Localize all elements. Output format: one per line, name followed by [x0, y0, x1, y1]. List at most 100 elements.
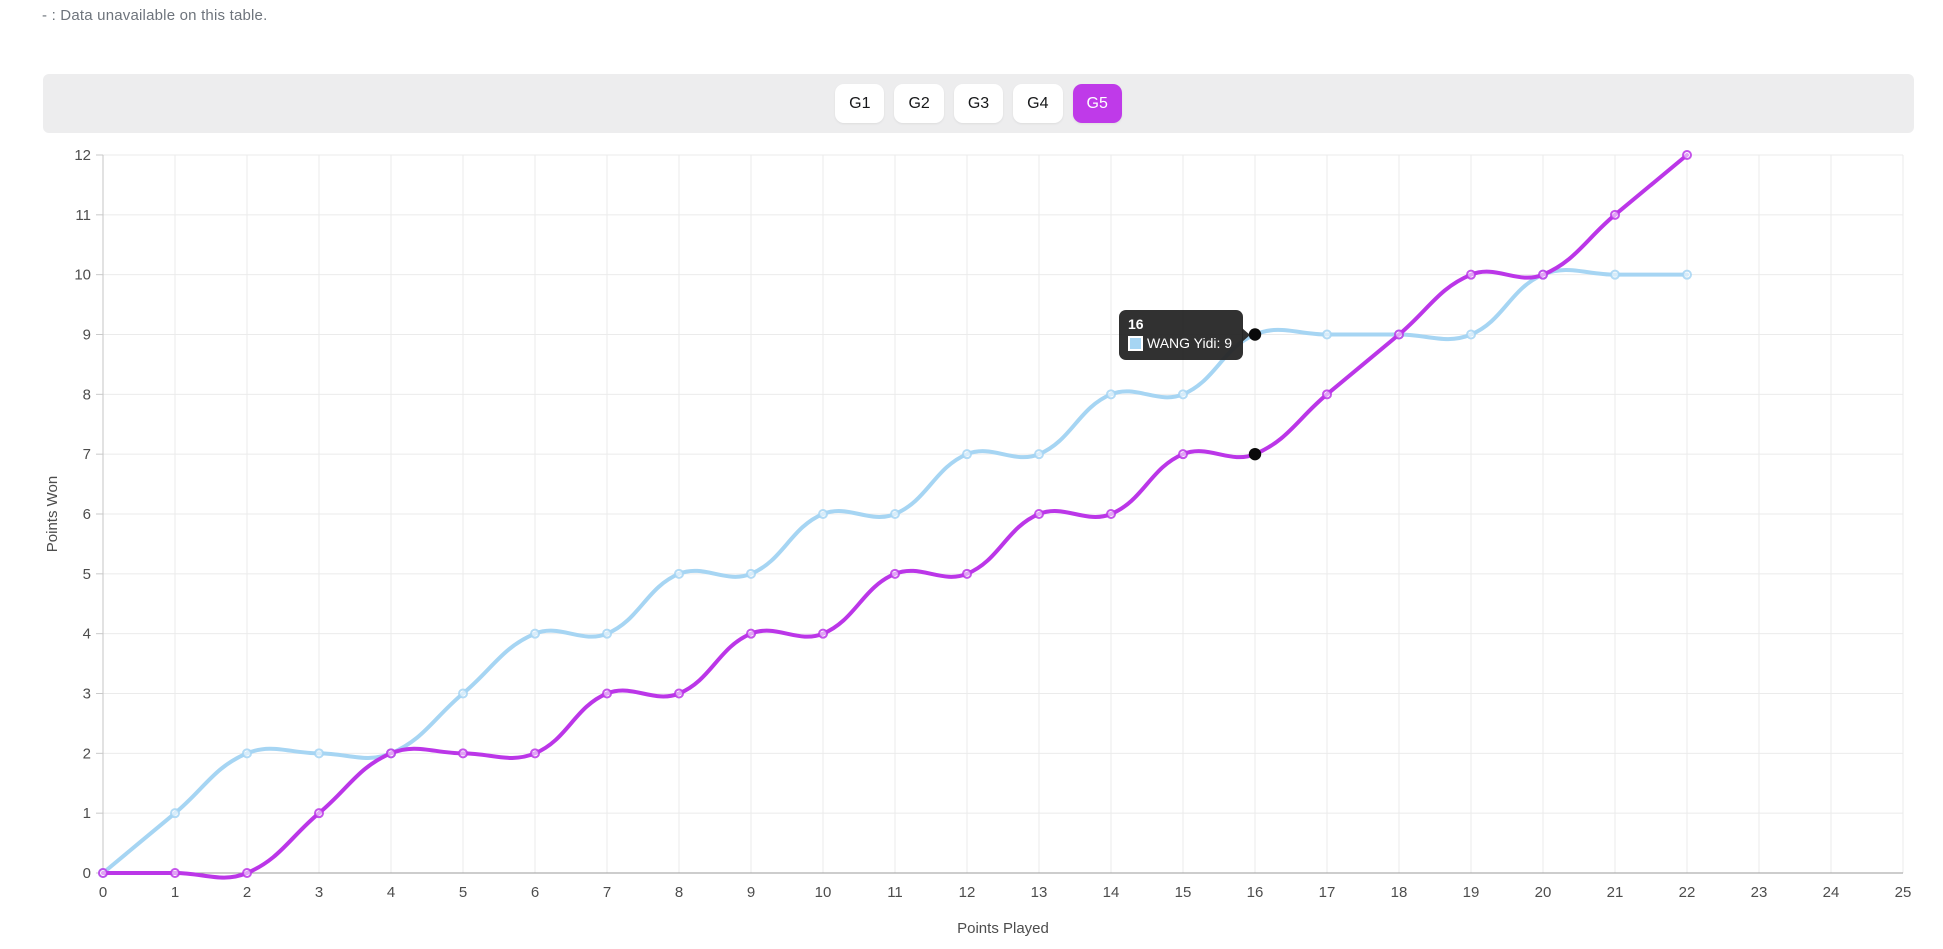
chart-tick-labels: 0 1 2 3 4 5 6 7 8 9 10 11 12 13 14 15 16 17 18 19 20 21 22 23 24…	[44, 147, 1911, 937]
svg-text:7: 7	[603, 884, 611, 901]
data-point-marker	[1682, 150, 1692, 160]
svg-text:6: 6	[531, 884, 539, 901]
data-point-marker	[890, 509, 900, 519]
data-point-marker	[1178, 449, 1188, 460]
data-point-marker	[818, 509, 828, 519]
svg-text:13: 13	[1031, 884, 1048, 901]
data-point-marker	[530, 628, 540, 639]
tooltip-row: WANG Yidi: 9	[1128, 335, 1232, 352]
series-series-2	[98, 150, 1692, 880]
chart-tooltip: 16 WANG Yidi: 9	[1119, 309, 1251, 360]
data-point-marker	[1466, 269, 1476, 280]
svg-text:0: 0	[83, 865, 91, 882]
data-point-marker	[1106, 389, 1116, 400]
svg-text:21: 21	[1607, 884, 1624, 901]
data-point-marker	[1178, 389, 1188, 400]
game-tab-bar: G1 G2 G3 G4 G5	[43, 74, 1914, 133]
svg-text:15: 15	[1175, 884, 1192, 901]
svg-text:12: 12	[959, 884, 976, 901]
tab-g5[interactable]: G5	[1072, 84, 1122, 123]
data-unavailable-note: - : Data unavailable on this table.	[42, 7, 268, 24]
svg-text:11: 11	[75, 207, 91, 224]
tooltip-caret	[1242, 327, 1251, 342]
tab-g2[interactable]: G2	[894, 84, 944, 123]
data-point-marker	[1682, 269, 1692, 280]
svg-text:14: 14	[1103, 884, 1120, 901]
svg-text:7: 7	[83, 446, 91, 463]
data-point-marker	[1610, 269, 1620, 280]
data-point-marker	[1322, 389, 1332, 400]
data-point-marker	[1034, 509, 1044, 519]
series-color-swatch	[1128, 335, 1143, 351]
tooltip-series-value: WANG Yidi: 9	[1147, 334, 1233, 351]
svg-text:8: 8	[675, 884, 683, 901]
chart-axes	[96, 154, 1903, 874]
hover-point-dot	[1248, 447, 1262, 461]
svg-text:2: 2	[83, 745, 91, 762]
data-point-marker	[1394, 329, 1404, 340]
svg-text:9: 9	[747, 884, 755, 901]
data-point-marker	[1466, 329, 1476, 340]
svg-text:4: 4	[83, 626, 91, 643]
svg-text:2: 2	[243, 884, 251, 901]
svg-text:24: 24	[1823, 884, 1840, 901]
data-point-marker	[818, 628, 828, 639]
tab-g4[interactable]: G4	[1013, 84, 1063, 123]
svg-text:3: 3	[315, 884, 323, 901]
data-point-marker	[1538, 269, 1548, 280]
data-point-marker	[746, 568, 756, 579]
tooltip-title: 16	[1128, 315, 1144, 332]
svg-text:10: 10	[815, 884, 832, 901]
svg-text:18: 18	[1391, 884, 1408, 901]
svg-text:0: 0	[99, 884, 107, 901]
svg-text:19: 19	[1463, 884, 1480, 901]
data-point-marker	[674, 688, 684, 699]
svg-text:8: 8	[83, 386, 91, 403]
data-point-marker	[98, 868, 108, 878]
data-point-marker	[674, 568, 684, 579]
svg-text:12: 12	[74, 147, 91, 164]
data-point-marker	[602, 688, 612, 699]
data-point-marker	[242, 868, 252, 878]
data-point-marker	[170, 808, 180, 819]
data-point-marker	[602, 628, 612, 639]
data-point-marker	[458, 748, 468, 759]
data-point-marker	[962, 568, 972, 579]
svg-text:1: 1	[171, 884, 179, 901]
svg-text:17: 17	[1319, 884, 1336, 901]
svg-text:5: 5	[459, 884, 467, 901]
y-axis-title: Points Won	[44, 476, 61, 552]
data-point-marker	[386, 748, 396, 759]
svg-text:1: 1	[83, 805, 91, 822]
svg-text:10: 10	[74, 267, 91, 284]
hovered-points	[1248, 328, 1262, 461]
data-point-marker	[170, 868, 180, 878]
svg-text:22: 22	[1679, 884, 1696, 901]
data-point-marker	[1034, 449, 1044, 460]
data-point-marker	[530, 748, 540, 759]
hover-point-dot	[1248, 328, 1262, 341]
svg-text:3: 3	[83, 686, 91, 703]
svg-text:9: 9	[83, 327, 91, 344]
svg-text:5: 5	[83, 566, 91, 583]
data-point-marker	[890, 568, 900, 579]
svg-text:11: 11	[887, 884, 903, 901]
data-point-marker	[458, 688, 468, 699]
data-point-marker	[314, 748, 324, 759]
svg-text:23: 23	[1751, 884, 1768, 901]
data-point-marker	[1610, 209, 1620, 220]
data-point-marker	[314, 808, 324, 819]
tab-g3[interactable]: G3	[953, 84, 1004, 123]
data-point-marker	[1322, 329, 1332, 340]
data-point-marker	[242, 748, 252, 759]
data-point-marker	[746, 628, 756, 639]
data-point-marker	[962, 449, 972, 460]
svg-text:16: 16	[1247, 884, 1264, 901]
tab-g1[interactable]: G1	[835, 84, 885, 123]
data-point-marker	[1106, 509, 1116, 519]
svg-text:20: 20	[1535, 884, 1552, 901]
svg-text:4: 4	[387, 884, 395, 901]
x-axis-title: Points Played	[957, 920, 1049, 937]
